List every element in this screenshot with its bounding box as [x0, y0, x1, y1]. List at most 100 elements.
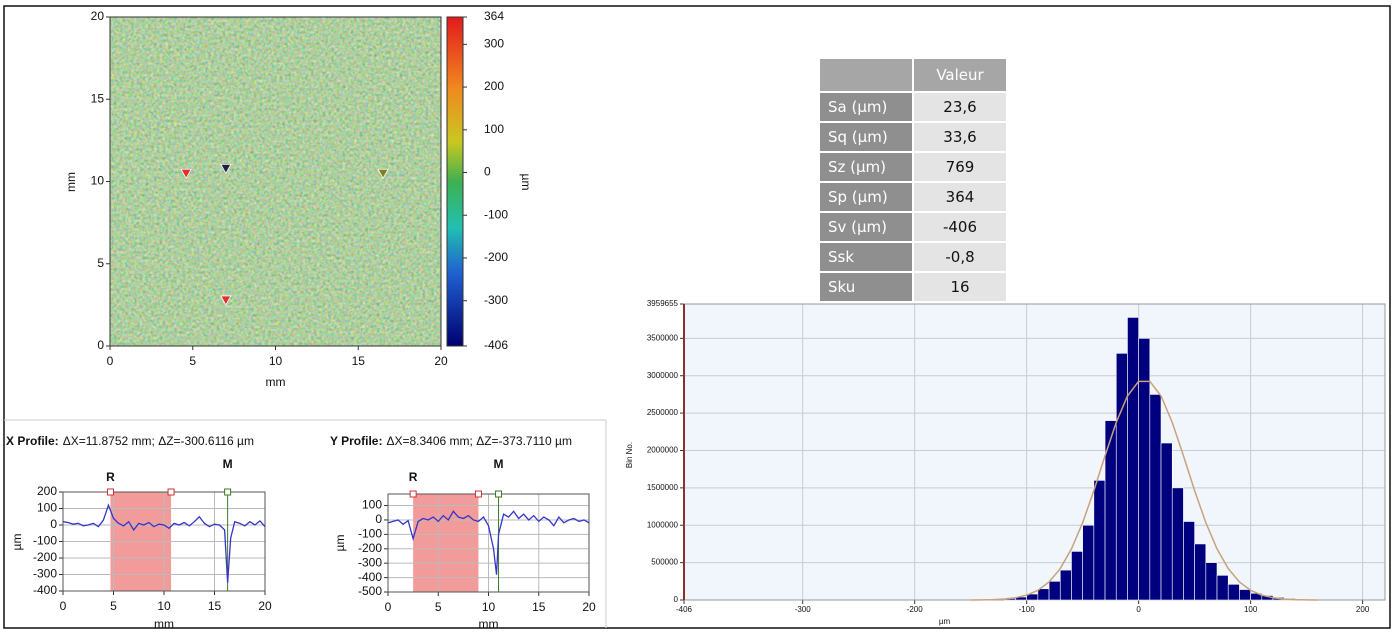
- marker-point: [220, 163, 232, 175]
- region-handle: [167, 488, 175, 496]
- colorbar-label: µm: [519, 174, 533, 191]
- bar: [1115, 353, 1128, 601]
- bar: [1082, 524, 1095, 601]
- marker-label: R: [106, 470, 115, 484]
- y-tick-label: 20: [91, 9, 105, 23]
- y-axis-label: Bin No.: [625, 442, 634, 468]
- profile-line: [387, 510, 590, 575]
- table-cell: Valeur: [912, 57, 1008, 93]
- y-tick-label: -200: [358, 541, 382, 555]
- y-tick-label: 2000000: [647, 446, 679, 455]
- bar: [1205, 562, 1218, 601]
- colorbar-tick-label: 100: [484, 122, 504, 136]
- reference-region: [413, 494, 479, 592]
- plot-frame: [109, 16, 442, 347]
- table-row: Valeur: [818, 57, 1008, 93]
- marker-point: [180, 168, 192, 180]
- bar: [1149, 394, 1162, 601]
- x-tick-label: 15: [532, 600, 546, 614]
- subtitle: ΔX=8.3406 mm; ΔZ=-373.7110 µm: [386, 434, 571, 448]
- title: X Profile:: [6, 434, 59, 448]
- marker-handle: [495, 490, 503, 498]
- table-cell: Sz (µm): [818, 151, 914, 183]
- y-tick-label: -200: [33, 550, 57, 564]
- table-row: Sku 16: [818, 271, 1008, 303]
- x-tick-label: 10: [269, 354, 283, 368]
- table-cell: 364: [912, 181, 1008, 213]
- y-tick-label: 0: [674, 595, 679, 604]
- y-tick-label: -100: [33, 534, 57, 548]
- y-tick-label: -300: [358, 555, 382, 569]
- table-row: Ssk -0,8: [818, 241, 1008, 273]
- fit-curve: [970, 380, 1318, 601]
- height-map-image: [110, 17, 441, 346]
- x-axis-label: mm: [479, 617, 499, 631]
- table-cell: 33,6: [912, 121, 1008, 153]
- marker-point: [377, 168, 389, 180]
- bar: [1171, 487, 1184, 601]
- frame: [3, 5, 1391, 629]
- plot-frame: [387, 493, 590, 593]
- x-tick-label: 15: [208, 599, 222, 613]
- table-cell: -0,8: [912, 241, 1008, 273]
- bar: [1071, 551, 1083, 601]
- y-axis-label: mm: [64, 172, 78, 192]
- x-tick-label: 10: [157, 599, 171, 613]
- x-tick-label: 5: [435, 600, 442, 614]
- x-tick-label: 5: [189, 354, 196, 368]
- bar: [1194, 543, 1207, 601]
- y-axis-label: µm: [10, 534, 24, 551]
- x-tick-label: 0: [107, 354, 114, 368]
- x-tick-label: -200: [907, 605, 924, 614]
- table-cell: Ssk: [818, 241, 914, 273]
- table-cell: 769: [912, 151, 1008, 183]
- x-tick-label: 5: [110, 599, 117, 613]
- bar: [1127, 317, 1139, 601]
- profile-title: X Profile: ΔX=11.8752 mm; ΔZ=-300.6116 µm: [6, 434, 254, 448]
- x-axis-label: mm: [266, 375, 286, 389]
- bar: [1093, 480, 1106, 601]
- colorbar-tick-label: -406: [484, 338, 508, 352]
- y-tick-label: -500: [358, 584, 382, 598]
- profile-line: [62, 503, 266, 583]
- y-tick-label: 0: [50, 517, 57, 531]
- x-tick-label: 20: [258, 599, 272, 613]
- x-tick-label: 0: [1136, 605, 1141, 614]
- table-row: Sa (µm) 23,6: [818, 91, 1008, 123]
- y-axis-label: µm: [333, 535, 347, 552]
- marker-handle: [224, 488, 232, 496]
- colorbar-tick-label: 200: [484, 79, 504, 93]
- colorbar-tick-label: 0: [484, 165, 491, 179]
- bar: [1216, 575, 1229, 601]
- y-tick-label: 100: [37, 501, 57, 515]
- colorbar-tick-label: -300: [484, 293, 508, 307]
- marker-handle: [409, 490, 417, 498]
- y-tick-label: 0: [97, 338, 104, 352]
- y-tick-label: 3500000: [647, 333, 679, 342]
- y-tick-label: 100: [362, 498, 382, 512]
- x-tick-label: -406: [676, 605, 693, 614]
- y-tick-label: 1500000: [647, 483, 679, 492]
- bar: [1138, 338, 1151, 601]
- y-tick-label: 3959655: [647, 299, 679, 308]
- marker-handle: [106, 488, 114, 496]
- y-tick-label: 200: [37, 484, 57, 498]
- colorbar-tick-label: 364: [484, 9, 504, 23]
- table-cell: Sq (µm): [818, 121, 914, 153]
- bar: [1160, 442, 1173, 601]
- x-tick-label: -100: [1019, 605, 1036, 614]
- table-cell: 16: [912, 271, 1008, 303]
- profile-title: Y Profile: ΔX=8.3406 mm; ΔZ=-373.7110 µm: [330, 434, 572, 448]
- table-row: Sv (µm) -406: [818, 211, 1008, 243]
- bar: [1048, 581, 1061, 601]
- bar: [1183, 521, 1195, 601]
- title: Y Profile:: [330, 434, 382, 448]
- y-tick-label: 5: [97, 256, 104, 270]
- plot-background: [684, 304, 1385, 600]
- colorbar-tick-label: 300: [484, 37, 504, 51]
- marker-point: [220, 295, 232, 306]
- table-cell: [818, 57, 914, 93]
- x-tick-label: 20: [434, 354, 448, 368]
- y-tick-label: 10: [91, 174, 105, 188]
- table-row: Sz (µm) 769: [818, 151, 1008, 183]
